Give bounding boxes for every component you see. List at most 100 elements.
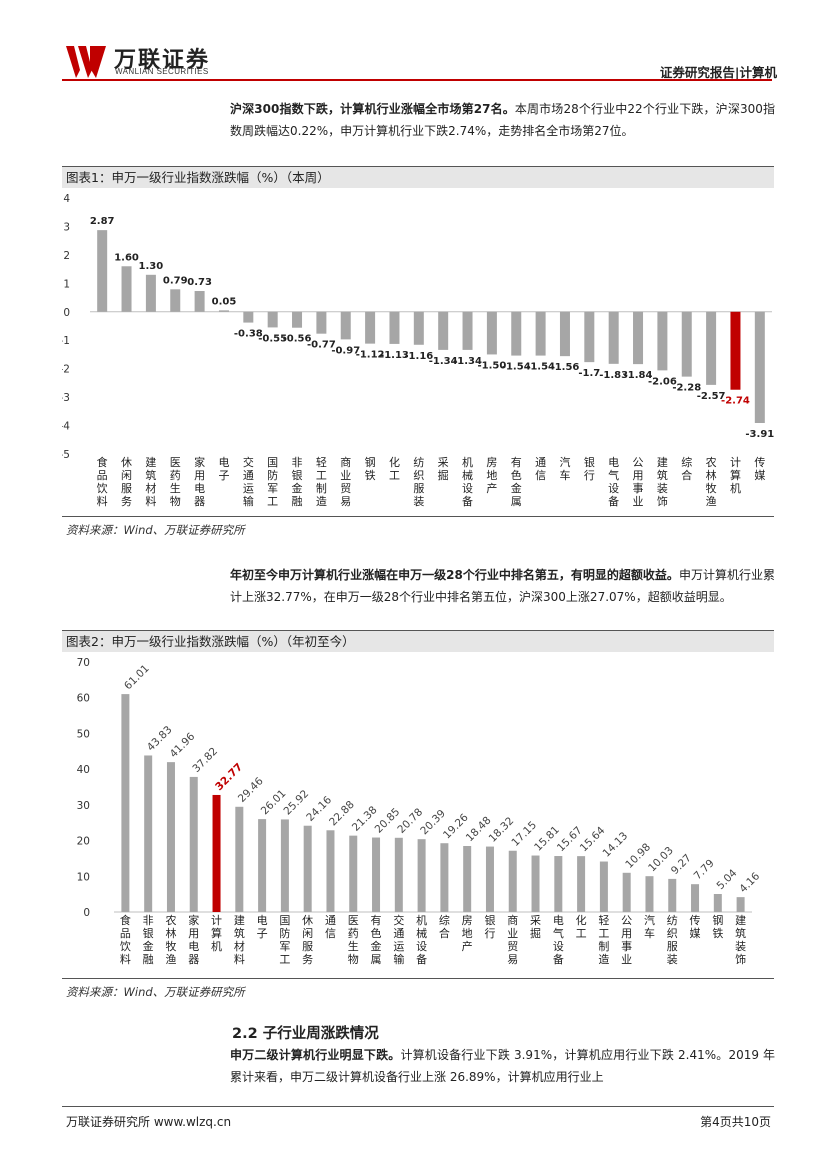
data-label: 32.77 [213,761,245,793]
category-label-char: 纺 [667,913,678,927]
y-tick-label: 4 [63,193,70,205]
data-label: -1.7 [578,368,600,379]
bar [438,311,449,350]
category-label-char: 医 [170,456,181,469]
data-label: 0.79 [163,275,188,286]
category-label-char: 装 [667,953,678,966]
category-label-char: 输 [243,494,254,508]
category-label-char: 设 [608,482,619,495]
category-label-char: 地 [462,927,473,940]
category-label-char: 装 [413,495,424,508]
paragraph-lead: 沪深300指数下跌，计算机行业涨幅全市场第27名。 [230,102,515,116]
bar [243,311,254,323]
category-label-char: 药 [348,927,359,940]
category-label-char: 建 [145,455,156,469]
category-label-char: 渔 [165,953,176,966]
category-label-char: 食 [120,913,131,927]
category-label-char: 织 [413,469,424,482]
figure2-title: 图表2：申万一级行业指数涨跌幅（%）（年初至今） [62,630,774,652]
category-label-char: 信 [535,469,546,482]
data-label: -3.91 [745,429,774,440]
category-label-char: 有 [371,913,382,927]
data-label: 29.46 [236,775,266,805]
category-label-char: 运 [393,940,404,953]
paragraph-subindustry: 申万二级计算机行业明显下跌。计算机设备行业下跌 3.91%，计算机应用行业下跌 … [230,1044,775,1088]
category-label-char: 工 [576,927,587,940]
category-label-char: 银 [143,926,154,940]
category-label-char: 工 [279,953,290,966]
category-label-char: 融 [292,495,303,508]
category-label-char: 合 [681,468,692,482]
category-label-char: 服 [121,482,132,495]
bar [218,310,229,312]
bar [121,694,130,912]
bar [730,311,741,390]
data-label: -1.16 [404,351,433,362]
category-label-char: 房 [486,456,497,469]
category-label-char: 电 [608,456,619,469]
category-label-char: 务 [121,495,132,508]
y-tick-label: 0 [83,907,90,919]
bar [713,894,722,912]
category-label-char: 器 [194,495,205,508]
chart-ytd-change: 70605040302010061.01食品饮料43.83非银金融41.96农林… [77,657,763,966]
category-label-char: 装 [657,482,668,495]
category-label-char: 交 [393,913,404,927]
category-label-char: 备 [553,952,564,966]
category-label-char: 计 [211,914,222,927]
category-label-char: 械 [416,926,427,940]
category-label-char: 公 [633,456,644,469]
category-label-char: 行 [484,927,495,940]
bar [365,311,376,344]
data-label: -1.34 [453,356,482,367]
category-label-char: 气 [608,468,619,482]
category-label-char: 药 [170,469,181,482]
data-label: 1.30 [139,261,164,272]
bar [622,872,631,912]
bar [349,835,358,912]
category-label-char: 织 [667,927,678,940]
data-label: -1.12 [356,350,385,361]
category-label-char: 料 [234,952,245,966]
data-label: 37.82 [190,745,220,775]
category-label-char: 采 [438,456,449,469]
bar [736,897,745,912]
bar [485,846,494,912]
bar [235,806,244,912]
category-label-char: 材 [145,481,156,495]
category-label-char: 物 [170,494,181,508]
category-label-char: 林 [706,468,717,482]
category-label-char: 地 [486,469,497,482]
bar [706,311,717,385]
category-label-char: 金 [511,481,522,495]
bar [316,311,327,334]
category-label-char: 业 [507,927,518,940]
category-label-char: 采 [530,914,541,927]
category-label-char: 铁 [365,469,376,482]
category-label-char: 设 [553,940,564,953]
paragraph-weekly-summary: 沪深300指数下跌，计算机行业涨幅全市场第27名。本周市场28个行业中22个行业… [230,98,775,142]
data-label: 15.67 [555,824,585,854]
category-label-char: 通 [325,914,336,927]
category-label-char: 属 [511,495,522,508]
bar [633,311,644,365]
category-label-char: 算 [211,926,222,940]
figure1-title: 图表1：申万一级行业指数涨跌幅（%）（本周） [62,166,774,188]
category-label-char: 饰 [735,952,746,966]
category-label-char: 业 [621,953,632,966]
category-label-char: 贸 [507,940,518,953]
category-label-char: 非 [143,914,154,927]
category-label-char: 传 [690,914,701,927]
data-label: -1.34 [429,356,458,367]
category-label-char: 料 [97,494,108,508]
category-label-char: 业 [340,469,351,482]
category-label-char: 输 [393,952,404,966]
bar [508,850,517,912]
category-label-char: 传 [754,456,765,469]
data-label: -1.84 [624,370,653,381]
y-tick-label: -5 [62,449,70,461]
bar [394,837,403,912]
category-label-char: 媒 [754,469,765,482]
y-tick-label: 50 [77,728,90,740]
bar [340,311,351,340]
